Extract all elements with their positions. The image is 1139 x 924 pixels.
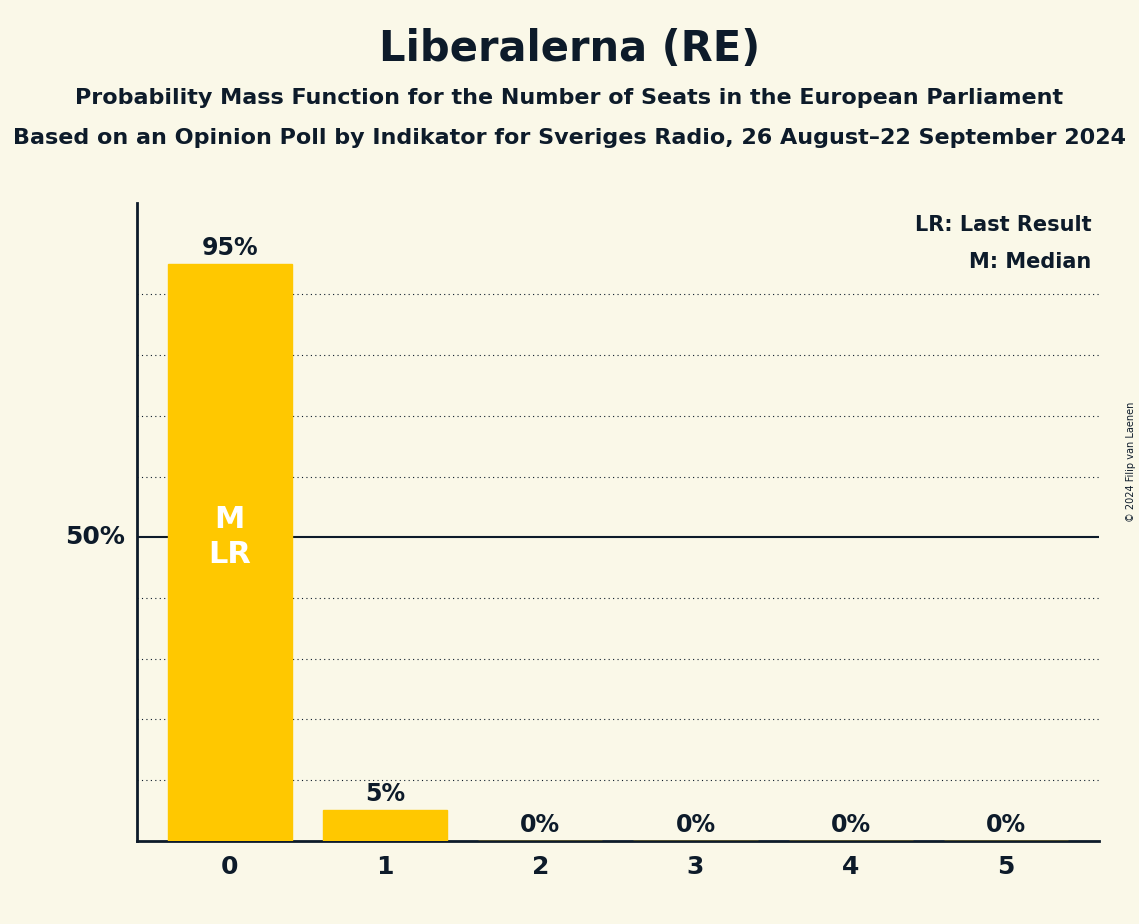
- Text: Based on an Opinion Poll by Indikator for Sveriges Radio, 26 August–22 September: Based on an Opinion Poll by Indikator fo…: [13, 128, 1126, 148]
- Bar: [323, 810, 448, 841]
- Text: LR: Last Result: LR: Last Result: [915, 215, 1091, 236]
- Text: 0%: 0%: [830, 812, 871, 836]
- Text: M: Median: M: Median: [969, 252, 1091, 272]
- Text: Probability Mass Function for the Number of Seats in the European Parliament: Probability Mass Function for the Number…: [75, 88, 1064, 108]
- Text: 0%: 0%: [521, 812, 560, 836]
- Text: 0%: 0%: [675, 812, 715, 836]
- Text: 95%: 95%: [202, 236, 259, 260]
- Text: 0%: 0%: [986, 812, 1026, 836]
- Text: 5%: 5%: [364, 783, 405, 807]
- Bar: [167, 264, 292, 841]
- Text: M: M: [214, 505, 245, 534]
- Text: © 2024 Filip van Laenen: © 2024 Filip van Laenen: [1126, 402, 1136, 522]
- Text: LR: LR: [208, 541, 252, 569]
- Text: 50%: 50%: [65, 525, 125, 549]
- Text: Liberalerna (RE): Liberalerna (RE): [379, 28, 760, 69]
